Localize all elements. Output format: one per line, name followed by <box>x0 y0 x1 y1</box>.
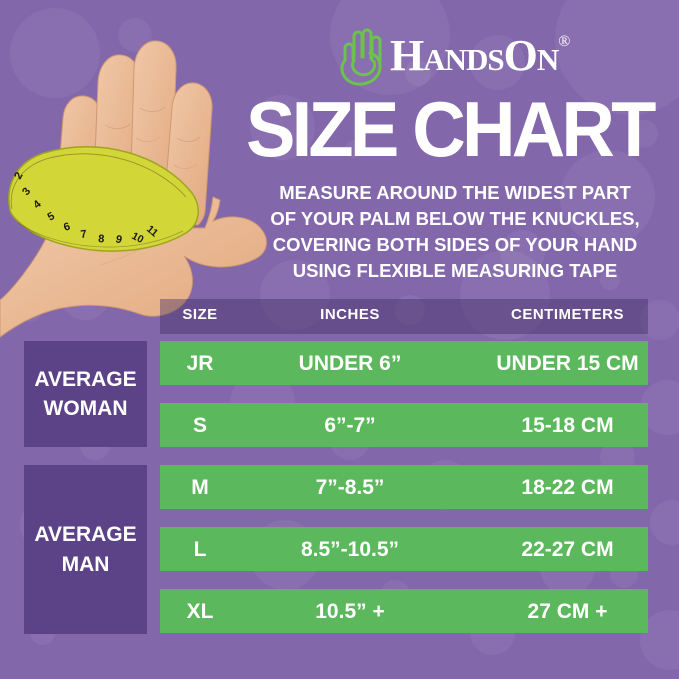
svg-text:9: 9 <box>114 233 123 246</box>
svg-text:11: 11 <box>144 223 160 239</box>
svg-text:4: 4 <box>31 198 44 212</box>
svg-text:7: 7 <box>80 228 88 241</box>
svg-text:8: 8 <box>98 233 105 245</box>
svg-text:5: 5 <box>46 210 57 223</box>
svg-text:6: 6 <box>62 221 72 234</box>
svg-text:10: 10 <box>130 230 146 246</box>
svg-text:3: 3 <box>20 186 33 198</box>
svg-text:2: 2 <box>12 170 25 181</box>
